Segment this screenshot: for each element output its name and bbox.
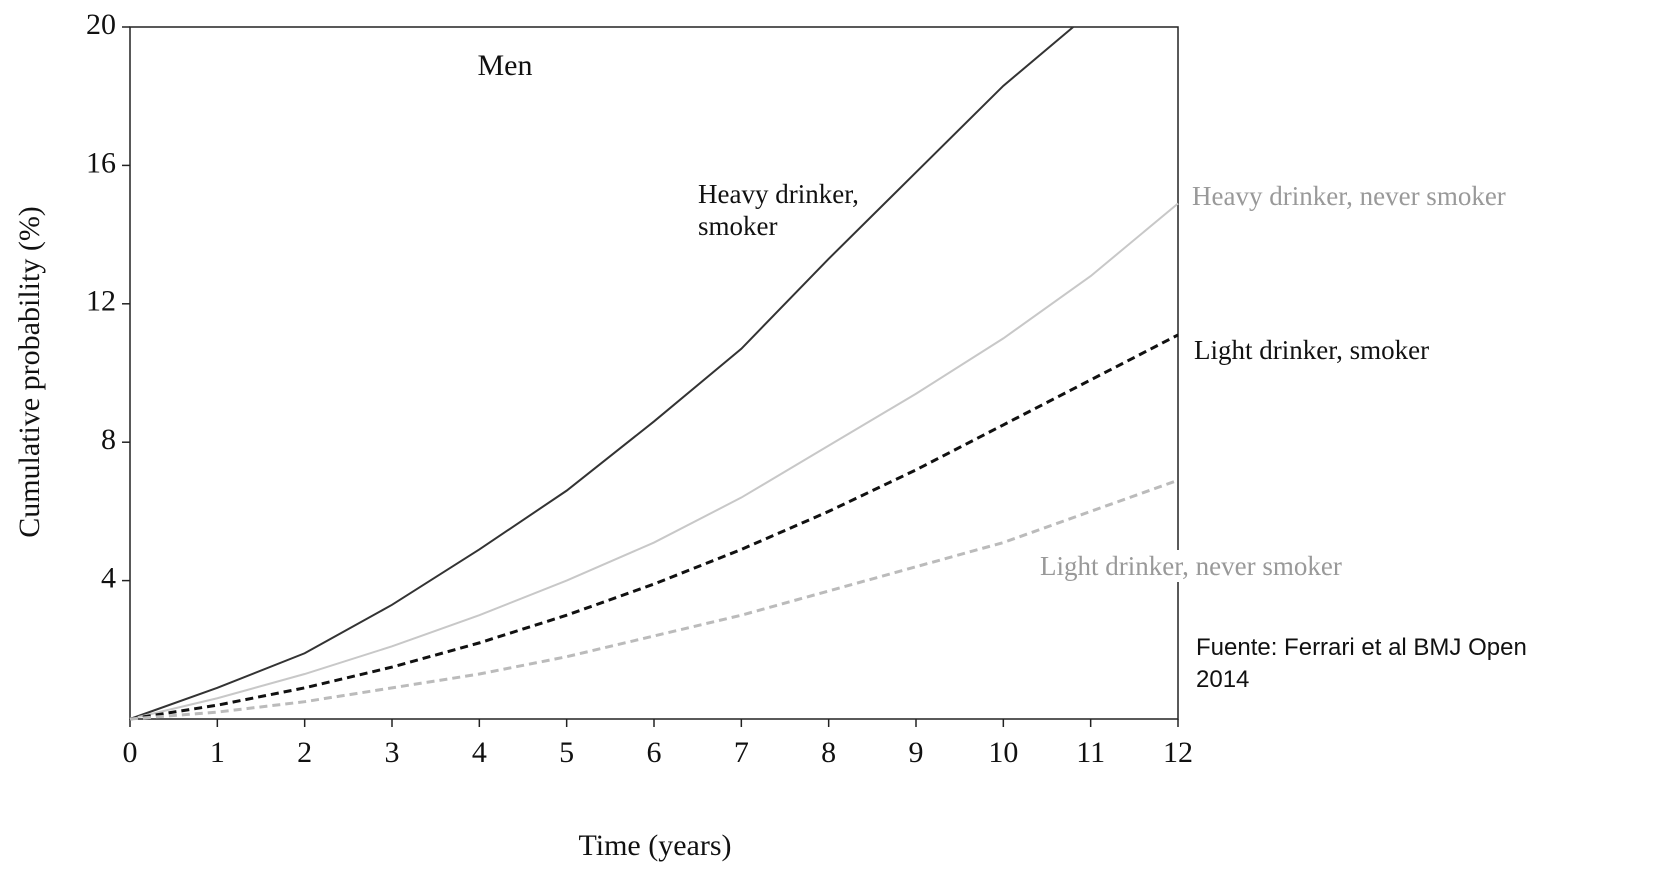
series-label: Heavy drinker, never smoker bbox=[1192, 181, 1506, 211]
x-tick-label: 12 bbox=[1163, 736, 1193, 769]
y-tick-label: 8 bbox=[101, 423, 116, 456]
y-tick-label: 20 bbox=[86, 8, 116, 41]
x-tick-label: 9 bbox=[909, 736, 924, 769]
source-note: Fuente: Ferrari et al BMJ Open 2014 bbox=[1196, 634, 1527, 693]
y-axis-label: Cumulative probability (%) bbox=[13, 206, 46, 538]
x-tick-label: 1 bbox=[210, 736, 225, 769]
x-tick-label: 6 bbox=[647, 736, 662, 769]
x-tick-label: 11 bbox=[1076, 736, 1105, 769]
x-tick-label: 2 bbox=[297, 736, 312, 769]
series-line bbox=[129, 26, 1074, 720]
x-tick-label: 10 bbox=[988, 736, 1018, 769]
chart-title: Men bbox=[478, 49, 533, 82]
series-label: Light drinker, never smoker bbox=[1040, 550, 1342, 582]
y-tick-label: 16 bbox=[86, 146, 116, 179]
series-label: Light drinker, smoker bbox=[1194, 335, 1430, 365]
series-line bbox=[129, 478, 1179, 721]
x-tick-label: 8 bbox=[821, 736, 836, 769]
x-tick-label: 0 bbox=[123, 736, 138, 769]
series-label: Heavy drinker, smoker bbox=[698, 179, 859, 241]
x-tick-label: 5 bbox=[559, 736, 574, 769]
x-tick-label: 3 bbox=[385, 736, 400, 769]
plot-frame bbox=[129, 26, 1179, 720]
series-line bbox=[129, 333, 1179, 721]
x-tick-label: 4 bbox=[472, 736, 487, 769]
y-tick-label: 4 bbox=[101, 561, 116, 594]
y-tick-label: 12 bbox=[86, 285, 116, 318]
x-axis-label: Time (years) bbox=[578, 829, 731, 862]
x-tick-label: 7 bbox=[734, 736, 749, 769]
series-line bbox=[129, 202, 1179, 720]
